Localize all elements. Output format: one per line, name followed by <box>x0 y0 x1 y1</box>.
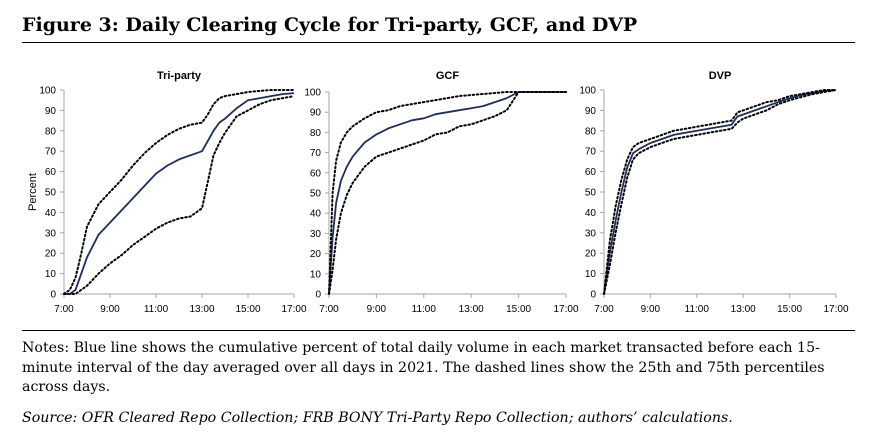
chart-title: GCF <box>436 70 460 82</box>
y-tick-label: 20 <box>310 249 322 260</box>
y-tick-label: 80 <box>310 128 322 139</box>
series-line-p75 <box>63 89 295 295</box>
y-tick-label: 0 <box>590 290 596 301</box>
y-tick-label: 10 <box>585 269 597 280</box>
chart-panel-dvp: DVP 0 10 20 30 40 50 60 70 80 90 100 7:00 9:00 11:00 13… <box>579 70 849 315</box>
y-tick-label: 10 <box>310 269 322 280</box>
y-tick-label: 30 <box>45 228 57 239</box>
series-line-mean <box>603 89 837 295</box>
series-line-p25 <box>328 91 567 295</box>
y-tick-label: 100 <box>579 86 596 97</box>
figure-source: Source: OFR Cleared Repo Collection; FRB… <box>22 410 733 426</box>
figure-title: Figure 3: Daily Clearing Cycle for Tri-p… <box>22 14 638 36</box>
x-tick-label: 7:00 <box>54 304 74 315</box>
y-tick-label: 60 <box>45 167 57 178</box>
y-tick-label: 50 <box>585 188 597 199</box>
y-tick-label: 90 <box>310 108 322 119</box>
y-tick-label: 50 <box>45 188 57 199</box>
chart-title: DVP <box>709 70 732 82</box>
y-tick-label: 60 <box>310 168 322 179</box>
y-tick-label: 100 <box>39 86 56 97</box>
chart-title: Tri-party <box>157 70 202 82</box>
y-tick-label: 80 <box>585 126 597 137</box>
y-tick-label: 0 <box>315 290 321 301</box>
x-tick-label: 13:00 <box>731 304 756 315</box>
x-tick-label: 7:00 <box>594 304 614 315</box>
y-tick-label: 40 <box>585 208 597 219</box>
x-tick-label: 13:00 <box>189 304 214 315</box>
y-tick-label: 20 <box>45 249 57 260</box>
series-line-p75 <box>603 89 837 295</box>
x-tick-label: 15:00 <box>235 304 260 315</box>
x-tick-label: 11:00 <box>685 304 710 315</box>
chart-panel-triparty: Tri-party 0 10 20 30 40 50 60 70 80 90 100 7:00 9:00 1… <box>27 70 307 315</box>
x-tick-label: 11:00 <box>412 304 437 315</box>
y-tick-label: 80 <box>45 126 57 137</box>
y-tick-label: 30 <box>585 228 597 239</box>
y-axis-label: Percent <box>27 173 39 211</box>
y-tick-label: 70 <box>45 147 57 158</box>
y-tick-label: 20 <box>585 249 597 260</box>
x-tick-label: 13:00 <box>459 304 484 315</box>
y-tick-label: 40 <box>45 208 57 219</box>
x-tick-label: 9:00 <box>100 304 120 315</box>
series-line-p25 <box>63 95 295 295</box>
x-tick-label: 15:00 <box>777 304 802 315</box>
x-tick-label: 7:00 <box>319 304 339 315</box>
y-tick-label: 90 <box>45 106 57 117</box>
y-tick-label: 0 <box>50 290 56 301</box>
figure-notes: Notes: Blue line shows the cumulative pe… <box>22 340 825 395</box>
x-tick-label: 17:00 <box>281 304 306 315</box>
y-tick-label: 90 <box>585 106 597 117</box>
notes-rule <box>22 330 855 331</box>
series-line-mean <box>64 92 295 295</box>
y-tick-label: 50 <box>310 189 322 200</box>
x-tick-label: 15:00 <box>506 304 531 315</box>
x-tick-label: 17:00 <box>553 304 578 315</box>
title-rule <box>22 42 855 43</box>
y-tick-label: 70 <box>310 148 322 159</box>
y-tick-label: 60 <box>585 167 597 178</box>
chart-panel-gcf: GCF 0 10 20 30 40 50 60 70 80 90 100 7:00 9:00 11:00 13… <box>304 70 579 315</box>
x-tick-label: 9:00 <box>641 304 661 315</box>
y-tick-label: 40 <box>310 209 322 220</box>
y-tick-label: 70 <box>585 147 597 158</box>
series-line-mean <box>328 91 566 295</box>
series-line-p75 <box>328 91 567 295</box>
y-tick-label: 10 <box>45 269 57 280</box>
x-tick-label: 11:00 <box>144 304 169 315</box>
x-tick-label: 9:00 <box>367 304 387 315</box>
y-tick-label: 30 <box>310 229 322 240</box>
x-tick-label: 17:00 <box>823 304 848 315</box>
y-tick-label: 100 <box>304 88 321 99</box>
series-line-p25 <box>603 89 837 295</box>
